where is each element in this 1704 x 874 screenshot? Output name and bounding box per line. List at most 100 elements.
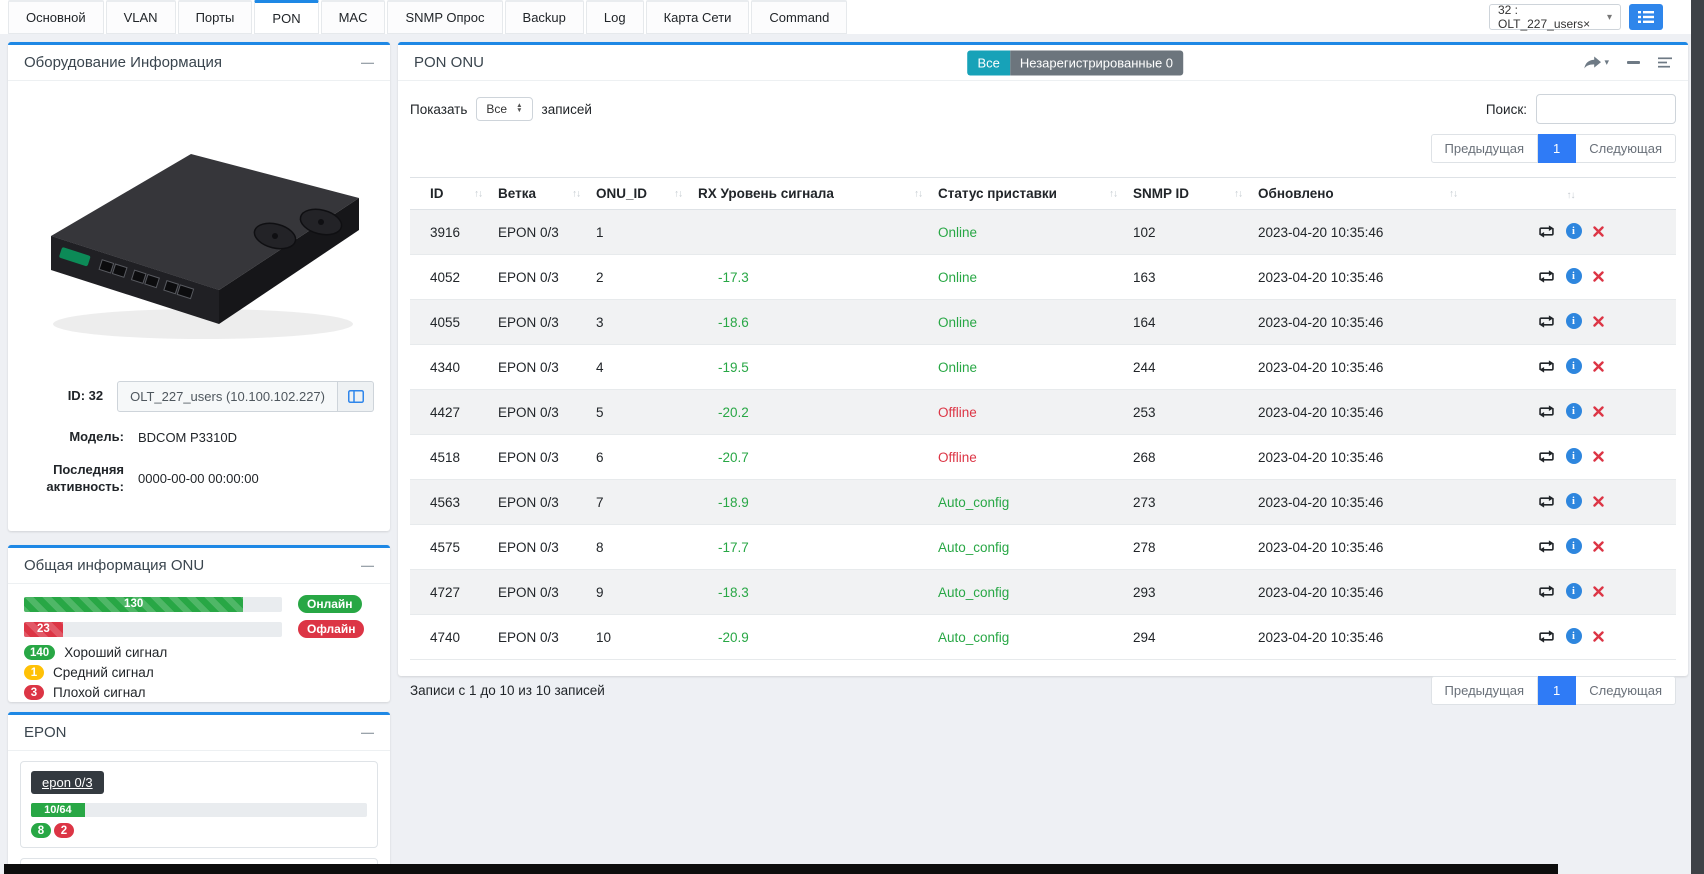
filter-unregistered-button[interactable]: Незарегистрированные 0 bbox=[1009, 50, 1184, 75]
filter-all-button[interactable]: Все bbox=[967, 50, 1010, 75]
pagination-next-button[interactable]: Следующая bbox=[1576, 676, 1676, 705]
delete-button[interactable] bbox=[1592, 631, 1604, 642]
cell-onu-id: 2 bbox=[588, 254, 690, 300]
last-activity-label: Последняя активность: bbox=[46, 462, 124, 494]
progress-track: 23 bbox=[24, 621, 282, 637]
column-header-onu-id[interactable]: ONU_ID ↑↓ bbox=[588, 177, 690, 210]
reregister-button[interactable] bbox=[1538, 360, 1555, 373]
menu-button[interactable] bbox=[1658, 57, 1672, 68]
cell-updated: 2023-04-20 10:35:46 bbox=[1250, 209, 1465, 255]
column-header-snmp-id[interactable]: SNMP ID ↑↓ bbox=[1125, 177, 1250, 210]
collapse-icon[interactable]: — bbox=[361, 725, 374, 740]
cell-snmp-id: 253 bbox=[1125, 389, 1250, 435]
tab-mac[interactable]: MAC bbox=[320, 0, 386, 34]
column-header-ветка[interactable]: Ветка ↑↓ bbox=[490, 177, 588, 210]
cell-rx-signal: -17.7 bbox=[690, 524, 930, 570]
info-button[interactable]: i bbox=[1565, 628, 1582, 645]
row-action-icons: i bbox=[1538, 223, 1604, 240]
reregister-button[interactable] bbox=[1538, 585, 1555, 598]
pagination-bottom: Предыдущая 1 Следующая bbox=[1430, 676, 1676, 705]
reregister-button[interactable] bbox=[1538, 405, 1555, 418]
reregister-button[interactable] bbox=[1538, 450, 1555, 463]
info-button[interactable]: i bbox=[1565, 313, 1582, 330]
device-select[interactable]: 32 : OLT_227_users× ▾ bbox=[1489, 3, 1621, 31]
info-button[interactable]: i bbox=[1565, 448, 1582, 465]
delete-button[interactable] bbox=[1592, 271, 1604, 282]
cell-updated: 2023-04-20 10:35:46 bbox=[1250, 344, 1465, 390]
info-button[interactable]: i bbox=[1565, 403, 1582, 420]
info-button[interactable]: i bbox=[1565, 493, 1582, 510]
column-header-id[interactable]: ID ↑↓ bbox=[410, 177, 490, 210]
device-list-button[interactable] bbox=[1629, 4, 1663, 30]
column-header-actions[interactable]: ↑↓ bbox=[1465, 177, 1676, 210]
cell-onu-id: 7 bbox=[588, 479, 690, 525]
tab-vlan[interactable]: VLAN bbox=[105, 0, 176, 34]
delete-button[interactable] bbox=[1592, 361, 1604, 372]
reregister-button[interactable] bbox=[1538, 225, 1555, 238]
cell-updated: 2023-04-20 10:35:46 bbox=[1250, 614, 1465, 660]
delete-button[interactable] bbox=[1592, 406, 1604, 417]
cell-id: 4052 bbox=[410, 254, 490, 300]
cell-status: Online bbox=[930, 299, 1125, 345]
pagination-next-button[interactable]: Следующая bbox=[1576, 134, 1676, 163]
delete-button[interactable] bbox=[1592, 496, 1604, 507]
cell-id: 4340 bbox=[410, 344, 490, 390]
tab-pon[interactable]: PON bbox=[254, 0, 319, 34]
tab-command[interactable]: Command bbox=[751, 0, 848, 34]
cell-actions: i bbox=[1465, 299, 1676, 345]
reregister-button[interactable] bbox=[1538, 630, 1555, 643]
page-size-control: Показать Все ▲ ▼ записей bbox=[410, 97, 592, 121]
delete-button[interactable] bbox=[1592, 316, 1604, 327]
pagination-current-page[interactable]: 1 bbox=[1538, 134, 1577, 163]
table-header-row: ID ↑↓ Ветка ↑↓ ONU_ID ↑↓ RX Уровень сигнала ↑↓ С… bbox=[410, 177, 1676, 210]
reregister-button[interactable] bbox=[1538, 270, 1555, 283]
cell-status: Auto_config bbox=[930, 569, 1125, 615]
status-badge: Офлайн bbox=[298, 620, 365, 638]
reregister-button[interactable] bbox=[1538, 540, 1555, 553]
collapse-icon[interactable]: — bbox=[361, 558, 374, 573]
delete-button[interactable] bbox=[1592, 586, 1604, 597]
delete-icon bbox=[1592, 406, 1604, 417]
pagination-prev-button[interactable]: Предыдущая bbox=[1430, 676, 1539, 705]
signal-label: Плохой сигнал bbox=[53, 685, 146, 700]
onu-status-bar-row: 23 Офлайн bbox=[24, 620, 374, 638]
reregister-button[interactable] bbox=[1538, 495, 1555, 508]
tab-порты[interactable]: Порты bbox=[177, 0, 253, 34]
delete-icon bbox=[1592, 586, 1604, 597]
info-button[interactable]: i bbox=[1565, 223, 1582, 240]
info-button[interactable]: i bbox=[1565, 268, 1582, 285]
delete-button[interactable] bbox=[1592, 226, 1604, 237]
tab-log[interactable]: Log bbox=[585, 0, 644, 34]
tab-backup[interactable]: Backup bbox=[504, 0, 584, 34]
collapse-icon[interactable]: — bbox=[361, 55, 374, 70]
info-button[interactable]: i bbox=[1565, 538, 1582, 555]
share-button[interactable]: ▾ bbox=[1584, 56, 1609, 69]
signal-count-badge: 140 bbox=[24, 645, 56, 660]
pon-card-title: PON ONU bbox=[414, 54, 485, 71]
reregister-button[interactable] bbox=[1538, 315, 1555, 328]
page-size-select[interactable]: Все ▲ ▼ bbox=[476, 97, 533, 121]
column-header-статус-приставки[interactable]: Статус приставки ↑↓ bbox=[930, 177, 1125, 210]
collapse-button[interactable] bbox=[1627, 61, 1640, 64]
epon-port-button[interactable]: epon 0/3 bbox=[31, 771, 104, 794]
tab-карта-сети[interactable]: Карта Сети bbox=[645, 0, 750, 34]
device-id-label: ID: 32 bbox=[67, 388, 104, 404]
cell-snmp-id: 268 bbox=[1125, 434, 1250, 480]
retweet-icon bbox=[1538, 270, 1554, 283]
pagination-prev-button[interactable]: Предыдущая bbox=[1430, 134, 1539, 163]
delete-button[interactable] bbox=[1592, 541, 1604, 552]
search-input[interactable] bbox=[1536, 94, 1676, 124]
cell-branch: EPON 0/3 bbox=[490, 614, 588, 660]
tab-snmp-опрос[interactable]: SNMP Опрос bbox=[387, 0, 503, 34]
column-header-обновлено[interactable]: Обновлено ↑↓ bbox=[1250, 177, 1465, 210]
column-header-rx-уровень-сигнала[interactable]: RX Уровень сигнала ↑↓ bbox=[690, 177, 930, 210]
info-button[interactable]: i bbox=[1565, 583, 1582, 600]
delete-icon bbox=[1592, 316, 1604, 327]
info-button[interactable]: i bbox=[1565, 358, 1582, 375]
retweet-icon bbox=[1538, 225, 1554, 238]
device-name-field[interactable]: OLT_227_users (10.100.102.227) bbox=[117, 381, 374, 412]
tab-основной[interactable]: Основной bbox=[8, 0, 104, 34]
delete-button[interactable] bbox=[1592, 451, 1604, 462]
pagination-current-page[interactable]: 1 bbox=[1538, 676, 1577, 705]
device-table-button[interactable] bbox=[338, 381, 374, 412]
